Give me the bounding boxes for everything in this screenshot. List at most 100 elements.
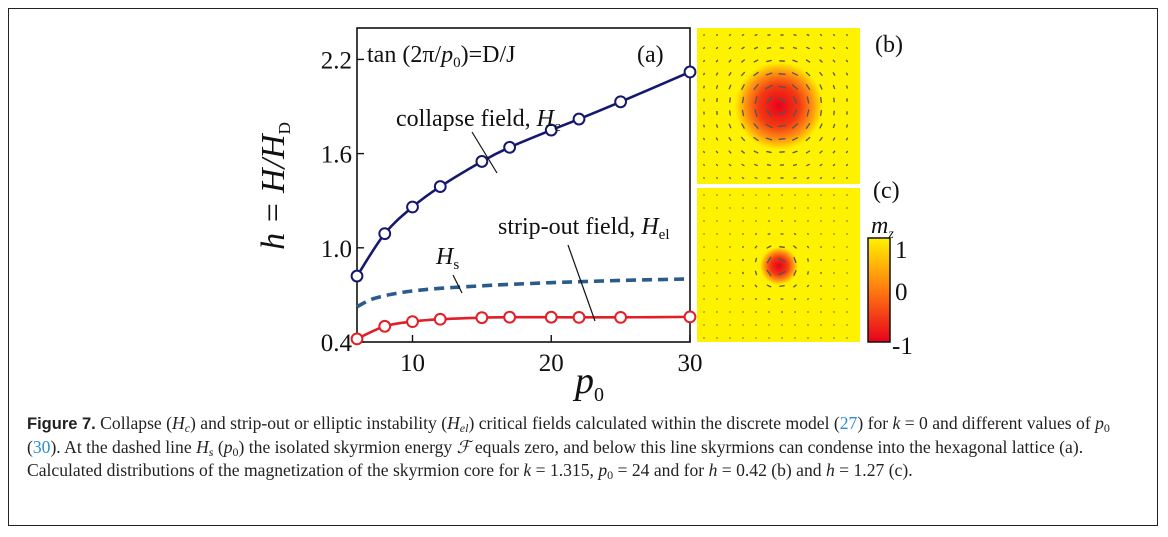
x-tick-label: 10	[400, 350, 425, 377]
magnetization-arrow	[716, 311, 718, 313]
panel-label-c: (c)	[873, 178, 900, 204]
magnetization-arrow	[729, 220, 731, 222]
magnetization-arrow	[791, 71, 799, 77]
magnetization-arrow	[806, 96, 810, 104]
magnetization-arrow	[832, 163, 836, 167]
magnetization-arrow	[832, 72, 836, 76]
magnetization-arrow	[755, 311, 757, 313]
magnetization-arrow	[807, 207, 809, 209]
magnetization-arrow	[753, 163, 759, 167]
data-point	[475, 155, 489, 168]
axis-ticks: 10 20 30 0.4 1.0 1.6 2.2	[321, 47, 703, 377]
data-point	[683, 310, 697, 324]
magnetization-arrow	[766, 47, 772, 49]
data-point	[544, 123, 558, 137]
magnetization-arrow	[806, 33, 810, 37]
magnetization-arrow	[806, 297, 810, 301]
magnetization-arrow	[715, 124, 719, 128]
x-tick-label: 20	[539, 350, 564, 377]
magnetization-arrow	[703, 194, 705, 196]
magnetization-arrow	[793, 269, 797, 277]
magnetization-arrow	[754, 245, 758, 249]
magnetization-arrow	[728, 46, 732, 50]
magnetization-arrow	[753, 46, 759, 50]
magnetization-arrow	[702, 46, 706, 50]
magnetization-arrow	[765, 72, 773, 76]
magnetization-arrow	[793, 34, 797, 36]
magnetization-arrow	[767, 298, 771, 300]
magnetization-arrow	[845, 46, 849, 50]
leader-hs	[452, 274, 463, 294]
magnetization-arrow	[805, 71, 811, 77]
magnetization-arrow	[805, 59, 811, 63]
magnetization-arrow	[740, 150, 746, 154]
magnetization-arrow	[820, 298, 822, 300]
y-tick-label: 1.0	[321, 236, 352, 263]
magnetization-arrow	[820, 220, 822, 222]
magnetization-arrow	[766, 150, 772, 154]
magnetization-arrow	[716, 298, 718, 300]
magnetization-arrow	[792, 109, 798, 117]
magnetization-arrow	[754, 232, 758, 236]
magnetization-arrow	[729, 324, 731, 326]
magnetization-arrow	[845, 137, 849, 141]
magnetization-arrow	[716, 337, 718, 339]
magnetization-arrow	[754, 176, 758, 180]
magnetization-arrow	[819, 59, 823, 63]
magnetization-arrow	[702, 150, 706, 154]
magnetization-arrow	[766, 96, 772, 104]
magnetization-arrow	[791, 123, 799, 129]
colorbar-tick-min: -1	[892, 333, 913, 360]
magnetization-arrow	[715, 59, 719, 63]
magnetization-arrow	[766, 256, 772, 264]
magnetization-arrow	[754, 96, 758, 104]
magnetization-arrow	[765, 123, 773, 129]
data-point	[572, 310, 586, 324]
magnetization-arrow	[819, 150, 823, 154]
magnetization-arrow	[819, 84, 823, 90]
magnetization-arrow	[753, 83, 759, 91]
magnetization-arrow	[819, 163, 823, 167]
magnetization-arrow	[742, 233, 744, 235]
equation-ref-27[interactable]: 27	[839, 413, 858, 433]
series-label-hel: strip-out field, Hel	[498, 214, 669, 243]
series-line-1	[356, 277, 691, 309]
magnetization-arrow	[807, 220, 809, 222]
colorbar-tick-max: 1	[895, 237, 908, 264]
magnetization-arrow	[819, 33, 823, 37]
series-label-hs: Hs	[435, 244, 459, 273]
series-label-hc: collapse field, Hc	[396, 106, 561, 135]
magnetization-arrow	[740, 59, 746, 63]
magnetization-arrow	[792, 59, 798, 63]
magnetization-arrow	[845, 124, 849, 128]
magnetization-arrow	[729, 97, 731, 103]
magnetization-arrow	[805, 150, 811, 154]
magnetization-arrow	[845, 163, 849, 167]
magnetization-arrow	[845, 59, 849, 63]
magnetization-arrow	[740, 71, 746, 77]
magnetization-arrow	[766, 164, 772, 166]
magnetization-arrow	[833, 207, 835, 209]
leader-hel	[567, 244, 596, 322]
magnetization-arrow	[729, 337, 731, 339]
equation-ref-30[interactable]: 30	[32, 436, 51, 457]
magnetization-arrow	[778, 270, 786, 276]
magnetization-arrow	[820, 285, 822, 287]
magnetization-arrow	[703, 220, 705, 222]
data-point	[572, 112, 586, 126]
magnetization-arrow	[777, 110, 787, 116]
magnetization-arrow	[729, 311, 731, 313]
x-tick-label: 30	[678, 350, 703, 377]
magnetization-arrow	[819, 97, 823, 103]
magnetization-arrow	[806, 245, 810, 249]
magnetization-arrow	[742, 194, 744, 196]
magnetization-arrow	[702, 33, 706, 37]
data-point	[378, 227, 392, 241]
magnetization-arrow	[728, 33, 732, 37]
magnetization-arrow	[716, 324, 718, 326]
y-tick-label: 2.2	[321, 47, 352, 74]
magnetization-arrow	[779, 284, 785, 288]
data-point	[350, 332, 364, 346]
magnetization-arrow	[741, 163, 745, 167]
data-point	[683, 65, 697, 79]
